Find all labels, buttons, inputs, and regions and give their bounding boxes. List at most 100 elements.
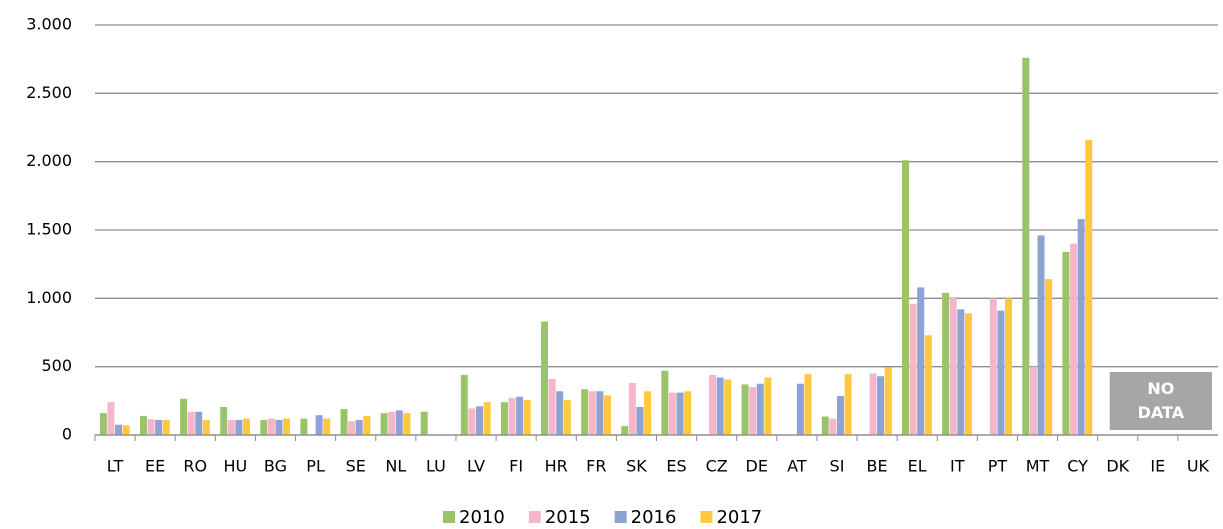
bar	[187, 411, 195, 435]
bar	[1085, 139, 1093, 436]
annotation-box	[1109, 372, 1212, 430]
bar	[395, 410, 403, 435]
annotation-line: DATA	[1138, 403, 1185, 422]
bar	[989, 298, 997, 435]
bar	[323, 418, 331, 435]
bar	[563, 400, 571, 435]
bar	[115, 424, 123, 435]
bar	[964, 313, 972, 435]
bar	[227, 419, 235, 435]
bar	[99, 413, 107, 435]
bar	[924, 335, 932, 435]
bar	[355, 419, 363, 435]
bar	[483, 402, 491, 435]
y-tick-label: 2.000	[26, 151, 72, 170]
bar	[676, 392, 684, 435]
bar	[596, 391, 604, 435]
bar	[195, 411, 203, 435]
bar	[556, 391, 564, 435]
bar	[220, 406, 228, 435]
x-tick-label: DK	[1106, 457, 1129, 476]
bar	[796, 383, 804, 435]
bar	[1062, 251, 1070, 435]
bar	[749, 387, 757, 435]
bar	[363, 415, 371, 435]
y-tick-label: 3.000	[26, 15, 72, 34]
bar	[804, 374, 812, 435]
legend-label: 2015	[545, 507, 591, 528]
bar	[348, 421, 356, 435]
bar	[764, 377, 772, 435]
x-tick-label: IT	[950, 457, 965, 476]
annotation-line: NO	[1147, 379, 1174, 398]
bar	[235, 419, 243, 435]
bar	[909, 303, 917, 435]
bar	[829, 418, 837, 435]
x-tick-label: FI	[509, 457, 523, 476]
bar	[636, 406, 644, 435]
legend-label: 2017	[716, 507, 762, 528]
legend-label: 2016	[631, 507, 677, 528]
bar	[403, 413, 411, 435]
x-tick-label: BE	[867, 457, 888, 476]
bar	[957, 309, 965, 435]
x-tick-label: ES	[666, 457, 686, 476]
bar	[460, 374, 468, 435]
bar	[548, 378, 556, 435]
bar	[603, 395, 611, 435]
bar	[917, 287, 925, 435]
x-tick-label: PL	[306, 457, 325, 476]
bar	[668, 392, 676, 435]
bar	[122, 425, 130, 435]
bar	[516, 396, 524, 435]
bar	[901, 160, 909, 436]
bar	[283, 418, 291, 435]
legend-swatch	[443, 511, 455, 523]
x-tick-label: SI	[830, 457, 845, 476]
bar	[260, 419, 268, 435]
bar	[844, 374, 852, 435]
bar	[107, 402, 115, 435]
x-tick-label: CZ	[706, 457, 728, 476]
bar	[388, 411, 396, 435]
x-tick-label: NL	[385, 457, 406, 476]
bar	[476, 406, 484, 435]
bar	[162, 419, 170, 435]
bar	[997, 310, 1005, 435]
bar	[1070, 243, 1078, 435]
x-tick-label: DE	[746, 457, 768, 476]
bar	[1077, 219, 1085, 435]
bar	[1045, 279, 1053, 435]
x-tick-label: AT	[787, 457, 807, 476]
y-tick-label: 1.500	[26, 220, 72, 239]
bar	[836, 396, 844, 435]
x-tick-label: HR	[545, 457, 568, 476]
bar	[180, 398, 188, 435]
bar	[242, 418, 250, 435]
bar	[942, 292, 950, 435]
bar	[684, 391, 692, 435]
bar	[869, 373, 877, 435]
bar	[202, 419, 210, 435]
x-tick-label: SK	[626, 457, 647, 476]
y-tick-label: 1.000	[26, 288, 72, 307]
legend-swatch	[700, 511, 713, 523]
bar	[661, 370, 669, 435]
bar	[420, 411, 428, 435]
bar	[541, 321, 549, 435]
bar	[756, 383, 764, 435]
bar	[1037, 235, 1045, 435]
bar	[500, 402, 508, 435]
bar	[267, 418, 275, 435]
legend-label: 2010	[459, 507, 505, 528]
bar	[1005, 298, 1013, 435]
x-tick-label: LU	[426, 457, 446, 476]
bar	[884, 367, 892, 435]
x-tick-label: MT	[1026, 457, 1050, 476]
bar	[1022, 57, 1030, 436]
bar	[300, 418, 308, 435]
bar	[628, 383, 636, 435]
x-tick-label: LV	[467, 457, 485, 476]
x-tick-label: BG	[264, 457, 287, 476]
